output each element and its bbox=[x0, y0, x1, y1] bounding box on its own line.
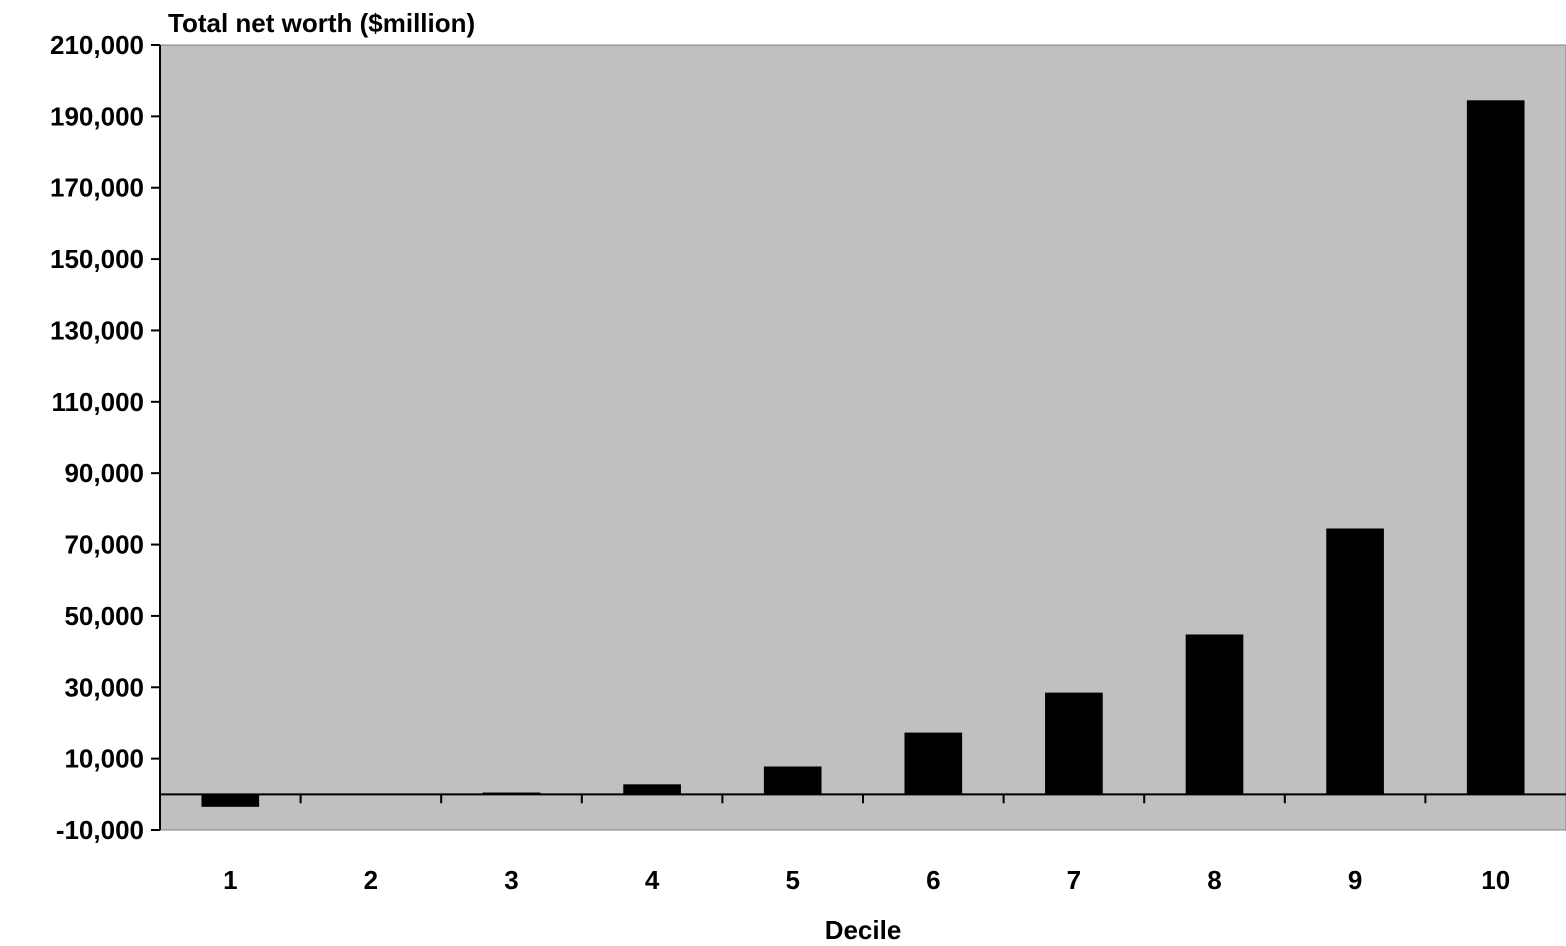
bar-decile-4 bbox=[623, 784, 681, 795]
y-tick-label: 10,000 bbox=[64, 744, 144, 774]
x-tick-label: 1 bbox=[223, 865, 237, 895]
y-tick-label: 50,000 bbox=[64, 601, 144, 631]
y-tick-label: 190,000 bbox=[50, 101, 144, 131]
bar-decile-6 bbox=[904, 732, 963, 795]
bar-decile-8 bbox=[1185, 634, 1244, 795]
bar-decile-1 bbox=[201, 794, 260, 807]
y-tick-label: 90,000 bbox=[64, 458, 144, 488]
x-axis-title: Decile bbox=[825, 915, 902, 945]
x-tick-label: 10 bbox=[1481, 865, 1510, 895]
x-tick-label: 3 bbox=[504, 865, 518, 895]
y-tick-label: 210,000 bbox=[50, 30, 144, 60]
y-axis-title: Total net worth ($million) bbox=[168, 8, 475, 38]
x-tick-label: 5 bbox=[785, 865, 799, 895]
y-tick-label: 150,000 bbox=[50, 244, 144, 274]
x-tick-label: 2 bbox=[364, 865, 378, 895]
x-tick-label: 6 bbox=[926, 865, 940, 895]
y-tick-label: 130,000 bbox=[50, 315, 144, 345]
x-tick-label: 8 bbox=[1207, 865, 1221, 895]
x-tick-label: 9 bbox=[1348, 865, 1362, 895]
y-tick-label: -10,000 bbox=[56, 815, 144, 845]
bars bbox=[201, 100, 1525, 807]
y-tick-label: 70,000 bbox=[64, 530, 144, 560]
y-tick-label: 110,000 bbox=[51, 387, 144, 417]
x-ticks: 1 2 3 4 5 6 7 8 9 10 bbox=[223, 794, 1510, 895]
x-tick-label: 7 bbox=[1067, 865, 1081, 895]
y-tick-label: 170,000 bbox=[50, 173, 144, 203]
bar-decile-9 bbox=[1326, 528, 1384, 795]
y-ticks: -10,000 10,000 30,000 50,000 70,000 90,000 110… bbox=[50, 30, 160, 845]
x-tick-label: 4 bbox=[645, 865, 660, 895]
bar-decile-7 bbox=[1045, 692, 1103, 795]
bar-decile-5 bbox=[763, 766, 822, 795]
y-tick-label: 30,000 bbox=[64, 672, 144, 702]
bar-decile-10 bbox=[1466, 100, 1525, 795]
